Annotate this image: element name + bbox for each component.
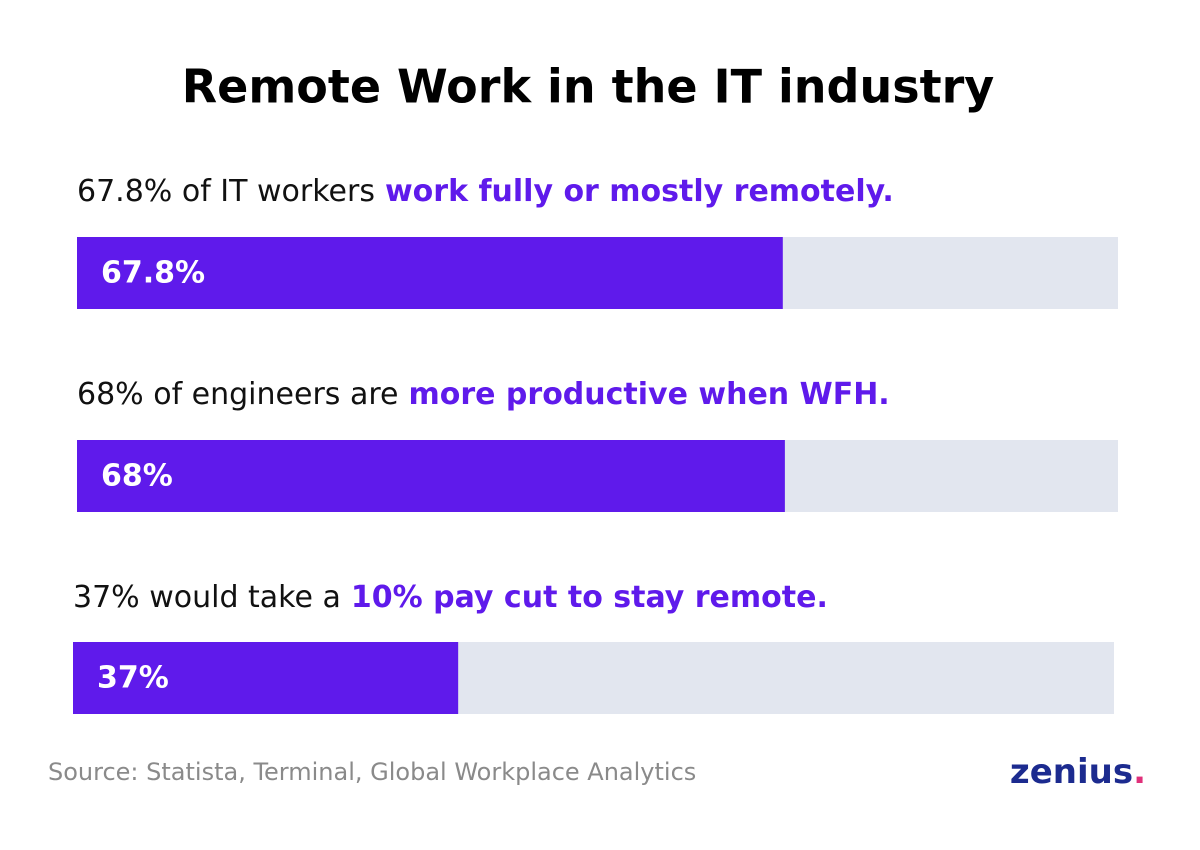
statement-lead: 68% of engineers are [77, 377, 398, 412]
statement: 37% would take a 10% pay cut to stay remo… [73, 580, 828, 615]
statement: 67.8% of IT workers work fully or mostly … [77, 174, 894, 209]
value-label: 37% [97, 661, 169, 696]
bar [73, 642, 459, 714]
chart-title: Remote Work in the IT industry [182, 60, 995, 114]
statement-highlight: work fully or mostly remotely. [385, 174, 894, 209]
brand: zenius [1010, 752, 1133, 792]
source: Source: Statista, Terminal, Global Workp… [48, 758, 696, 786]
brand-logo: zenius. [1010, 752, 1146, 792]
value-label: 68% [101, 459, 173, 494]
value-label: 67.8% [101, 256, 205, 291]
statement-lead: 37% would take a [73, 580, 341, 615]
statement-highlight: 10% pay cut to stay remote. [351, 580, 828, 615]
statement-lead: 67.8% of IT workers [77, 174, 375, 209]
statement-highlight: more productive when WFH. [408, 377, 889, 412]
bar [77, 440, 785, 512]
brand-mark: . [1133, 752, 1146, 792]
bar [77, 237, 783, 309]
statement: 68% of engineers are more productive when… [77, 377, 890, 412]
